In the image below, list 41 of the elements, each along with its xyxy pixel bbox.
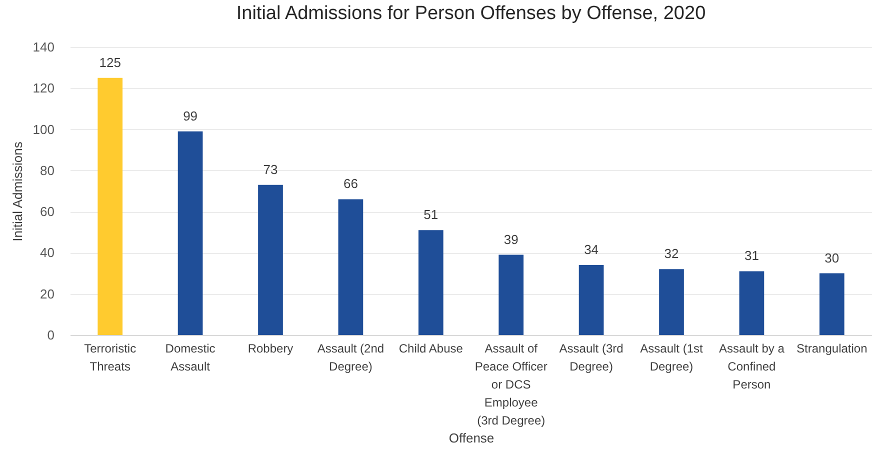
data-label: 51 [424, 207, 438, 222]
x-tick-label: Terroristic Threats [84, 342, 136, 374]
x-tick-label: Child Abuse [398, 342, 464, 356]
chart-title: Initial Admissions for Person Offenses by Offense, 2020 [236, 3, 706, 24]
data-label: 73 [263, 162, 278, 177]
y-tick-label: 120 [32, 80, 54, 96]
y-tick-label: 100 [32, 122, 54, 137]
y-tick-label: 140 [32, 40, 54, 54]
data-label: 32 [664, 246, 679, 262]
x-tick-label: Assault by a Confined Person [719, 342, 785, 392]
x-tick-label: Assault (3rd Degree) [559, 342, 624, 374]
bar [659, 269, 684, 335]
y-tick-label: 0 [47, 328, 54, 342]
x-tick-label: Assault of Peace Officer or DCS Employee (3rd Degree) [474, 342, 548, 428]
bar [98, 78, 123, 335]
x-tick-label: Assault (2nd Degree) [317, 342, 384, 374]
data-label: 99 [183, 108, 198, 124]
x-tick-label: Domestic Assault [165, 342, 216, 374]
x-axis-title: Offense [448, 430, 494, 446]
bar [498, 254, 524, 335]
x-tick-label: Robbery [248, 342, 294, 356]
bar [338, 199, 364, 335]
bar [578, 265, 604, 335]
data-label: 125 [99, 54, 121, 70]
bar [739, 271, 764, 335]
data-label: 66 [343, 176, 358, 192]
data-label: 39 [504, 232, 518, 247]
y-tick-label: 80 [40, 162, 54, 178]
x-tick-label: Strangulation [796, 342, 868, 356]
y-tick-label: 60 [40, 204, 54, 220]
data-label: 30 [824, 250, 840, 266]
y-axis-title: Initial Admissions [10, 141, 25, 242]
y-tick-label: 20 [40, 286, 54, 302]
data-label: 31 [744, 248, 759, 264]
y-tick-label: 40 [40, 245, 54, 260]
bar [258, 184, 283, 335]
data-label: 34 [584, 242, 599, 258]
bar [819, 273, 844, 335]
bar [178, 131, 203, 335]
x-tick-label: Assault (1st Degree) [640, 342, 704, 374]
bar [418, 230, 444, 335]
